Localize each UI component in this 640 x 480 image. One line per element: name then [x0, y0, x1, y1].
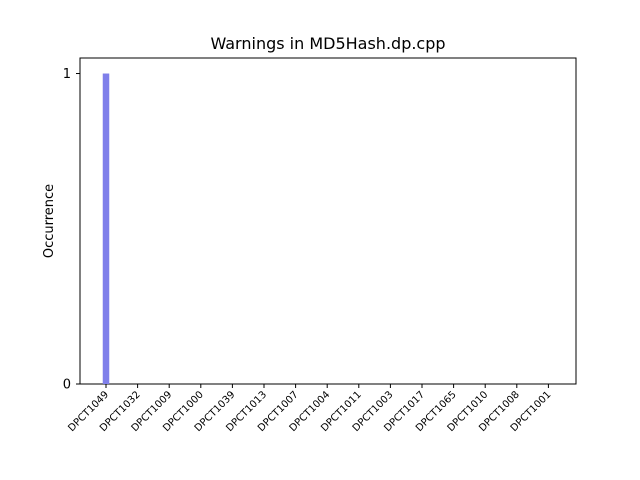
plot-area: 01DPCT1049DPCT1032DPCT1009DPCT1000DPCT10…	[63, 57, 577, 434]
y-tick-label: 1	[63, 67, 71, 82]
chart-title: Warnings in MD5Hash.dp.cpp	[210, 34, 445, 53]
bar-DPCT1049	[102, 73, 110, 385]
y-tick-label: 0	[63, 378, 71, 393]
y-axis-label: Occurrence	[42, 184, 57, 258]
plot-frame	[79, 57, 577, 385]
